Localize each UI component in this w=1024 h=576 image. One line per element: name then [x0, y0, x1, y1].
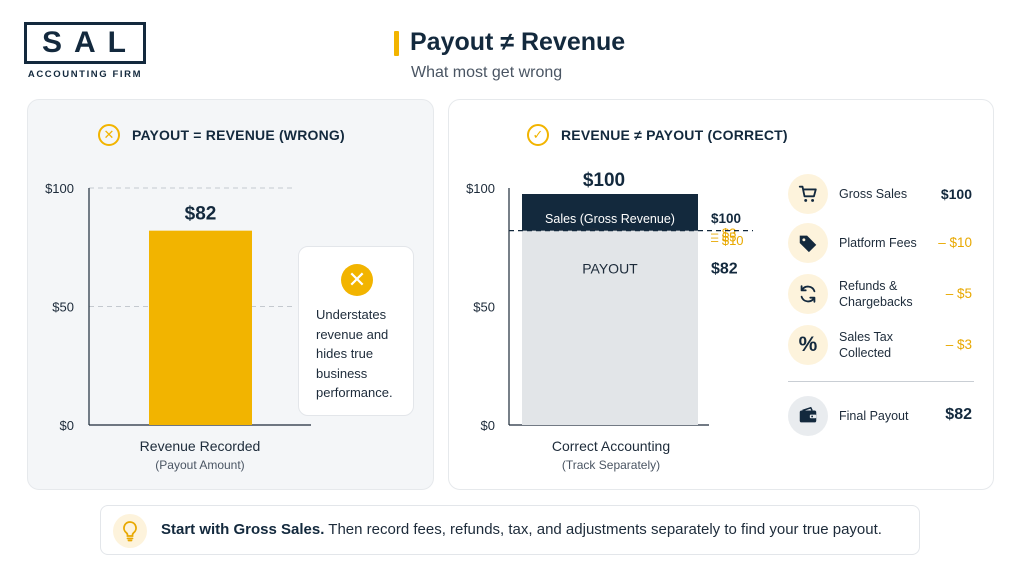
chart-category-label: Revenue Recorded	[140, 438, 261, 454]
y-tick-label: $100	[45, 181, 74, 196]
correct-panel-heading: REVENUE ≠ PAYOUT (CORRECT)	[561, 127, 788, 143]
wallet-icon	[788, 396, 828, 436]
breakdown-value-platform-fees: – $10	[938, 235, 972, 250]
cart-icon	[788, 174, 828, 214]
title-accent-bar	[394, 31, 399, 56]
y-tick-label: $100	[466, 181, 495, 196]
x-circle-icon: ✕	[98, 124, 120, 146]
breakdown-label-refunds: Refunds & Chargebacks	[839, 279, 913, 309]
chart-total-label: $100	[583, 170, 625, 191]
percent-icon: %	[788, 325, 828, 365]
wrong-panel-heading: PAYOUT = REVENUE (WRONG)	[132, 127, 345, 143]
chart-data-label: $82	[185, 204, 217, 225]
chart-category-sublabel: (Payout Amount)	[155, 458, 244, 472]
segment-value-platform-fees: – $10	[711, 233, 744, 248]
segment-label-payout: PAYOUT	[582, 261, 638, 277]
tip-text: Start with Gross Sales. Then record fees…	[161, 521, 882, 538]
callout-text: Understates revenue and hides true busin…	[316, 307, 393, 400]
logo-subtitle: ACCOUNTING FIRM	[27, 69, 143, 80]
refresh-icon	[788, 274, 828, 314]
breakdown-label-sales-tax: Sales Tax Collected	[839, 330, 893, 360]
correct-chart: $100$50$0 Sales (Gross Revenue)$100Platf…	[466, 170, 753, 472]
y-tick-label: $0	[481, 418, 495, 433]
segment-value-payout: $82	[711, 261, 738, 278]
breakdown-list: Gross Sales $100 Platform Fees – $10 Ref…	[788, 174, 974, 474]
breakdown-divider	[788, 381, 974, 382]
breakdown-value-final-payout: $82	[945, 406, 972, 423]
segment-value-refunds-chargebacks: – $5	[711, 229, 736, 244]
logo-letters: SAL	[42, 26, 138, 59]
page-title: Payout ≠ Revenue	[410, 28, 626, 56]
breakdown-label-platform-fees: Platform Fees	[839, 236, 917, 250]
check-circle-icon: ✓	[527, 124, 549, 146]
y-tick-label: $0	[60, 418, 74, 433]
segment-value-sales-gross-revenue: $100	[711, 211, 741, 226]
chart-category-label: Correct Accounting	[552, 438, 670, 454]
wrong-chart: $100 $50 $0 $82 Revenue Recorded (Payout A…	[45, 181, 311, 472]
page-subtitle: What most get wrong	[411, 64, 563, 81]
warning-callout: ✕ Understates revenue and hides true bus…	[298, 246, 414, 416]
lightbulb-icon	[113, 514, 147, 548]
segment-label-sales-gross-revenue: Sales (Gross Revenue)	[545, 212, 675, 226]
tip-body-text: Then record fees, refunds, tax, and adju…	[328, 521, 882, 538]
tag-icon	[788, 223, 828, 263]
breakdown-value-sales-tax: – $3	[945, 337, 972, 352]
y-tick-label: $50	[52, 300, 74, 315]
correct-panel: ✓ REVENUE ≠ PAYOUT (CORRECT) $100 $50 $0 S…	[448, 99, 994, 490]
logo: SAL	[24, 22, 146, 64]
stack-segment-payout	[522, 230, 698, 425]
wrong-panel: ✕ PAYOUT = REVENUE (WRONG) $100 $50 $0 $82…	[27, 99, 434, 490]
x-icon: ✕	[341, 264, 373, 296]
chart-category-sublabel: (Track Separately)	[562, 458, 660, 472]
tip-bar: Start with Gross Sales. Then record fees…	[100, 505, 920, 555]
chart-bar-revenue-recorded	[149, 230, 252, 425]
tip-bold-text: Start with Gross Sales.	[161, 521, 325, 538]
y-tick-label: $50	[473, 300, 495, 315]
breakdown-label-gross-sales: Gross Sales	[839, 187, 908, 201]
segment-value-sales-tax-collected: – $3	[711, 226, 736, 241]
breakdown-label-final-payout: Final Payout	[839, 409, 909, 423]
breakdown-value-gross-sales: $100	[940, 186, 972, 202]
breakdown-value-refunds: – $5	[945, 286, 972, 301]
